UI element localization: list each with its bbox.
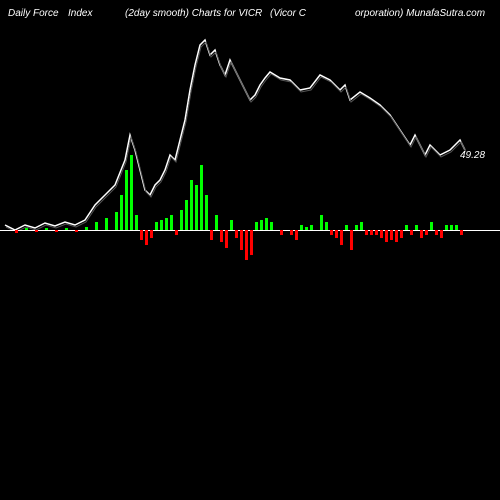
bar-up	[260, 220, 263, 230]
bar-up	[95, 222, 98, 230]
bar-up	[450, 225, 453, 230]
bar-down	[460, 230, 463, 235]
bar-down	[245, 230, 248, 260]
bar-up	[345, 225, 348, 230]
bar-down	[175, 230, 178, 235]
bar-down	[15, 230, 18, 233]
bar-up	[255, 222, 258, 230]
bar-down	[55, 230, 58, 232]
bar-up	[185, 200, 188, 230]
bar-up	[405, 225, 408, 230]
bar-up	[310, 225, 313, 230]
bar-up	[65, 228, 68, 230]
bar-up	[265, 218, 268, 230]
bar-up	[170, 215, 173, 230]
bar-up	[120, 195, 123, 230]
bar-down	[410, 230, 413, 235]
bar-down	[350, 230, 353, 250]
bar-up	[355, 225, 358, 230]
bar-down	[380, 230, 383, 238]
bar-up	[165, 218, 168, 230]
bar-down	[280, 230, 283, 235]
bar-up	[325, 222, 328, 230]
bar-down	[335, 230, 338, 238]
bar-down	[375, 230, 378, 235]
bar-down	[140, 230, 143, 240]
chart-container: Daily Force Index (2day smooth) Charts f…	[0, 0, 500, 500]
bar-down	[365, 230, 368, 235]
bar-up	[45, 228, 48, 230]
bar-down	[400, 230, 403, 238]
bar-up	[455, 225, 458, 230]
header-label-3: (2day smooth) Charts for VICR	[125, 8, 262, 19]
bar-down	[75, 230, 78, 232]
bar-down	[290, 230, 293, 235]
bar-down	[425, 230, 428, 235]
header-label-1: Daily Force	[8, 8, 59, 19]
bar-up	[180, 210, 183, 230]
bar-up	[430, 222, 433, 230]
bar-up	[205, 195, 208, 230]
bar-down	[210, 230, 213, 240]
bar-down	[150, 230, 153, 238]
end-value-label: 49.28	[460, 150, 485, 161]
bar-up	[115, 212, 118, 230]
bar-up	[190, 180, 193, 230]
bar-up	[215, 215, 218, 230]
bar-up	[130, 155, 133, 230]
bar-up	[230, 220, 233, 230]
bar-up	[415, 225, 418, 230]
header-label-5: orporation) MunafaSutra.com	[355, 8, 485, 19]
bar-down	[35, 230, 38, 232]
bar-down	[295, 230, 298, 240]
bar-down	[250, 230, 253, 255]
bar-up	[160, 220, 163, 230]
bar-up	[195, 185, 198, 230]
bar-up	[360, 222, 363, 230]
bar-up	[270, 222, 273, 230]
bar-up	[200, 165, 203, 230]
bar-down	[235, 230, 238, 238]
bar-down	[385, 230, 388, 242]
bar-up	[320, 215, 323, 230]
bar-up	[300, 225, 303, 230]
bar-down	[395, 230, 398, 242]
bar-down	[440, 230, 443, 238]
bar-down	[370, 230, 373, 235]
bar-down	[435, 230, 438, 235]
bar-up	[305, 227, 308, 230]
bar-up	[25, 228, 28, 230]
bar-down	[330, 230, 333, 235]
bar-down	[420, 230, 423, 238]
bar-down	[390, 230, 393, 240]
bar-up	[85, 227, 88, 230]
header-label-2: Index	[68, 8, 92, 19]
bar-up	[445, 225, 448, 230]
bar-up	[135, 215, 138, 230]
bar-up	[125, 170, 128, 230]
bar-down	[145, 230, 148, 245]
bar-down	[340, 230, 343, 245]
bar-up	[155, 222, 158, 230]
header-label-4: (Vicor C	[270, 8, 306, 19]
bar-up	[105, 218, 108, 230]
bar-down	[220, 230, 223, 242]
price-line-chart	[0, 30, 500, 230]
bar-down	[225, 230, 228, 248]
bar-down	[240, 230, 243, 250]
